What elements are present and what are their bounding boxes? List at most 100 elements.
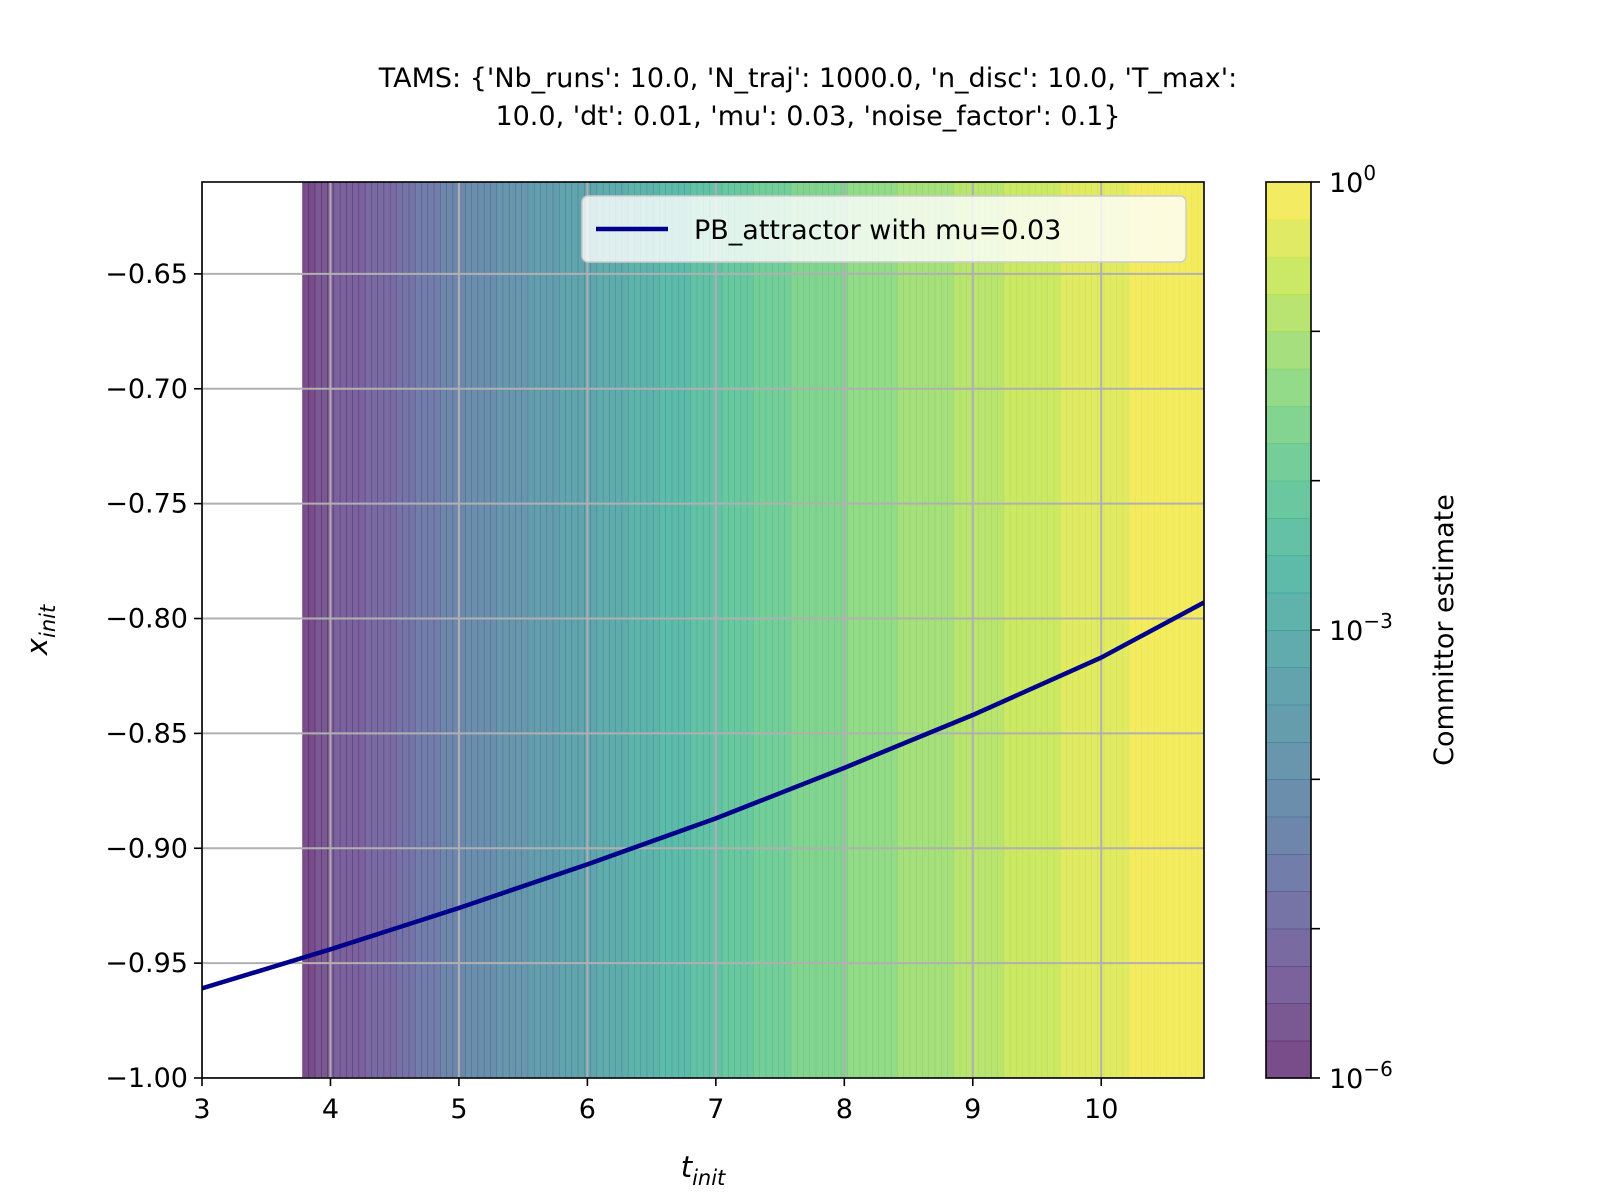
colorbar-level [1266,1040,1311,1079]
contour-strip [1172,182,1180,1078]
contour-strip [1141,182,1149,1078]
contour-strip [1016,182,1023,1078]
contour-strip [371,182,378,1078]
contour-strip [490,182,497,1078]
x-axis-label: tinit [681,1150,726,1190]
contour-strip [439,182,447,1078]
contour-strip [602,182,610,1078]
contour-strip [352,182,360,1078]
colorbar-level [1266,966,1311,1004]
contour-strip [1135,182,1142,1078]
contour-strip [558,182,566,1078]
contour-strip [690,182,698,1078]
contour-strip [496,182,504,1078]
contour-strip [1066,182,1074,1078]
chart-title-line-2: 10.0, 'dt': 0.01, 'mu': 0.03, 'noise_fac… [495,101,1120,132]
x-tick-label: 9 [964,1094,981,1125]
contour-strip [1047,182,1055,1078]
contour-strip [984,182,992,1078]
contour-strip [615,182,623,1078]
contour-strip [715,182,723,1078]
contour-strip [515,182,522,1078]
colorbar-level [1266,891,1311,930]
contour-strip [922,182,930,1078]
y-tick-label: −0.85 [105,718,188,749]
x-tick-label: 7 [707,1094,724,1125]
contour-strip [646,182,654,1078]
contour-strip [414,182,422,1078]
contour-strip [452,182,460,1078]
colorbar-level [1266,816,1311,855]
contour-strip [546,182,554,1078]
contour-strip [809,182,817,1078]
contour-strip [677,182,685,1078]
contour-strip [859,182,867,1078]
contour-strip [1003,182,1011,1078]
contour-strip [721,182,729,1078]
contour-strip [652,182,660,1078]
contour-strip [527,182,535,1078]
colorbar-level [1266,443,1311,482]
colorbar-level [1266,518,1311,556]
contour-strip [765,182,773,1078]
contour-strip [746,182,754,1078]
y-tick-label: −0.70 [105,374,188,405]
contour-strip [383,182,391,1078]
contour-strip [1009,182,1017,1078]
contour-strip [978,182,986,1078]
contour-strip [508,182,516,1078]
contour-strip [703,182,710,1078]
contour-strip [953,182,961,1078]
contour-strip [339,182,347,1078]
contour-strip [928,182,936,1078]
contour-strip [1022,182,1030,1078]
colorbar-level [1266,480,1311,519]
x-axis-ticks: 3 4 5 6 7 8 9 10 [193,1078,1118,1125]
colorbar-level [1266,592,1311,631]
colorbar-level [1266,779,1311,818]
contour-strip [940,182,948,1078]
contour-strip [640,182,648,1078]
contour-strip [364,182,372,1078]
y-axis-ticks: −0.65 −0.70 −0.75 −0.80 −0.85 −0.90 −0.95 −1.00 [105,259,202,1094]
colorbar: 100 10−3 10−6 Committor estimate [1265,161,1460,1095]
colorbar-level [1266,704,1311,743]
contour-strip [966,182,973,1078]
x-tick-label: 8 [836,1094,853,1125]
contour-strip [778,182,786,1078]
x-axis-label-sub: init [692,1166,726,1190]
contour-strip [903,182,911,1078]
colorbar-level [1266,1003,1311,1042]
legend-box [581,195,1187,263]
contour-strip [458,182,466,1078]
contour-strip [609,182,616,1078]
colorbar-level [1266,928,1311,967]
contour-strip [596,182,604,1078]
contour-strip [446,182,454,1078]
contour-strip [402,182,410,1078]
contour-strip [665,182,673,1078]
contour-strip [828,182,836,1078]
contour-strip [878,182,886,1078]
contour-strip [821,182,829,1078]
contour-strip [972,182,980,1078]
colorbar-level [1266,182,1311,220]
contour-strip [959,182,967,1078]
contour-strip [897,182,904,1078]
contour-strip [734,182,742,1078]
contour-strip [627,182,635,1078]
contour-strip [884,182,892,1078]
colorbar-gradient [1266,182,1311,1079]
contour-strip [427,182,435,1078]
contour-strip [740,182,748,1078]
contour-strip [915,182,923,1078]
contour-strip [1085,182,1092,1078]
x-tick-label: 5 [450,1094,467,1125]
chart-title: TAMS: {'Nb_runs': 10.0, 'N_traj': 1000.0… [378,63,1238,132]
contour-strip [803,182,811,1078]
contour-strip [621,182,629,1078]
contour-strip [1116,182,1124,1078]
contour-strip [909,182,917,1078]
